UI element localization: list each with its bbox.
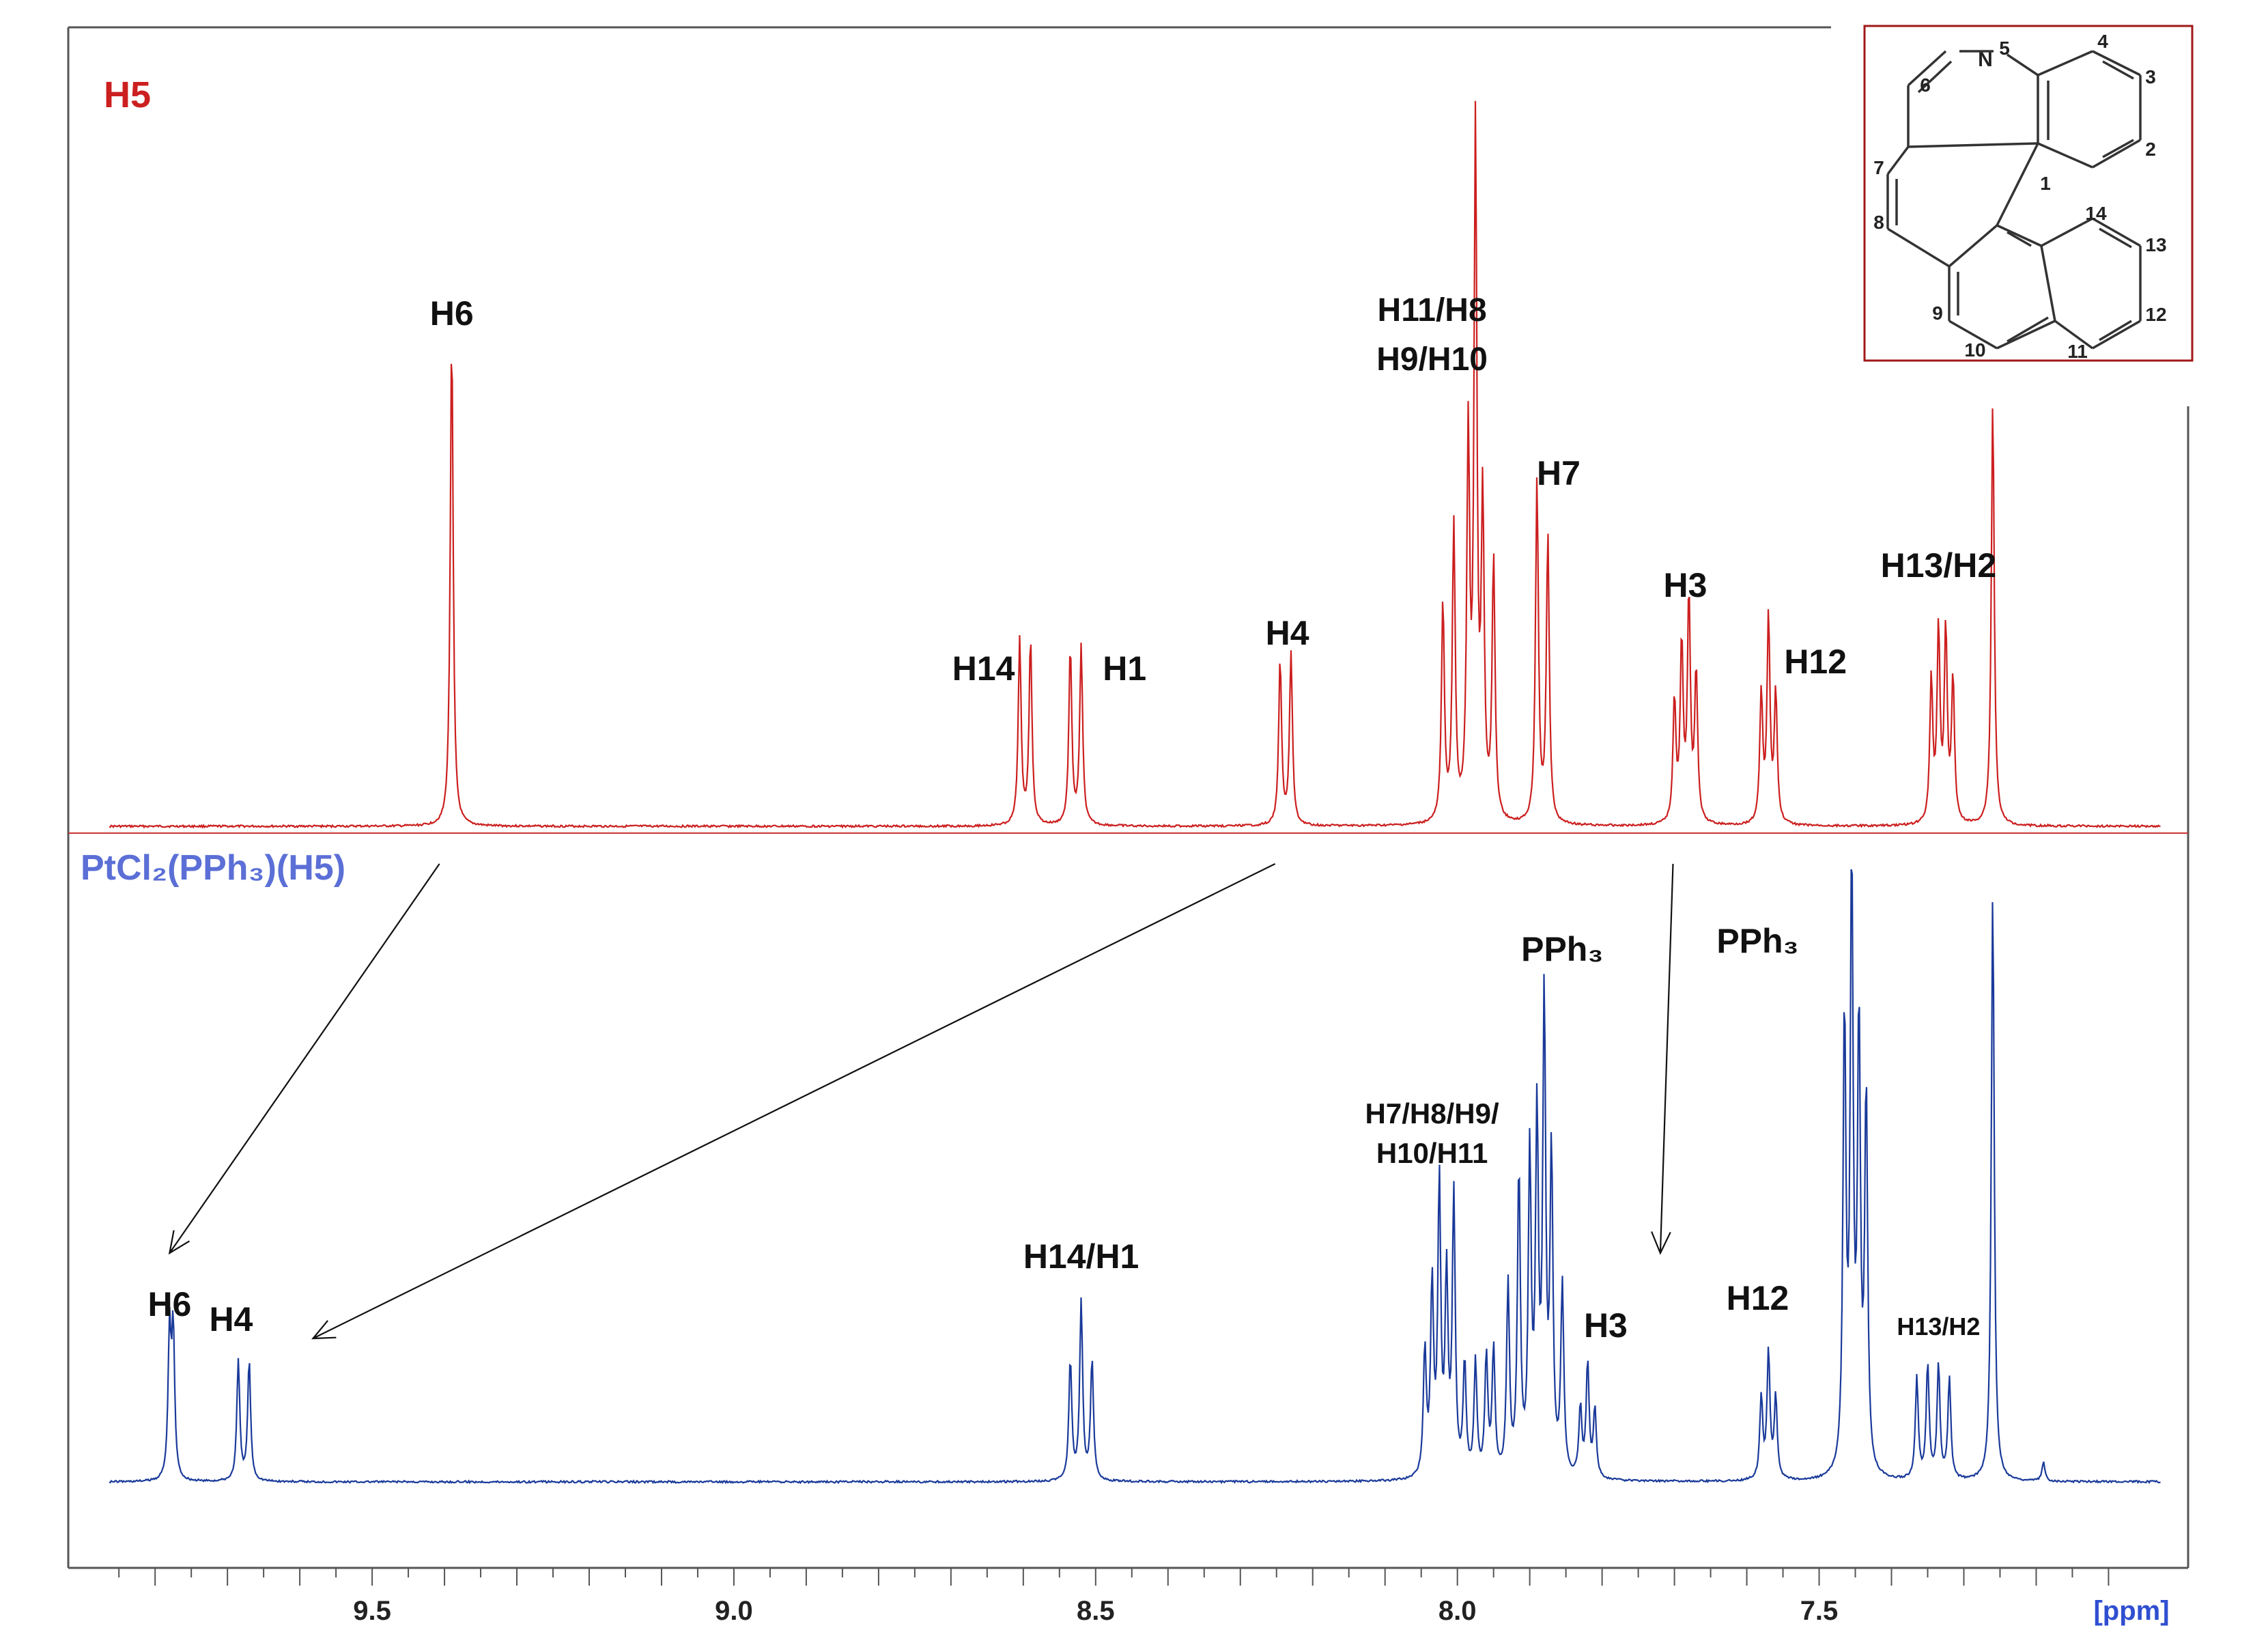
structure-bond [2007,316,2049,343]
spectrum-line-h5 [109,100,2161,829]
peak-label: H10/H11 [1376,1137,1488,1169]
structure-bond [1996,320,2056,350]
x-tick-label: 8.0 [1438,1596,1477,1626]
structure-atom-number: 8 [1873,212,1884,233]
shift-arrows [168,863,1674,1340]
x-axis-unit-label: [ppm] [2093,1596,2169,1626]
structure-bond [2041,217,2093,247]
structure-bond [2099,227,2132,249]
peak-label: H3 [1584,1306,1628,1345]
peak-label: H4 [1266,614,1309,652]
structure-atom-number: 4 [2097,31,2108,52]
structure-bond [2007,231,2032,247]
structure-bond [1886,145,1910,175]
peak-label: H11/H8 [1378,292,1487,328]
structure-atom-number: 10 [1964,339,1985,361]
structure-bond [2092,320,2141,350]
shift-arrow [312,863,1276,1339]
structure-atom-number: 14 [2085,203,2107,224]
structure-bond [2099,320,2132,341]
peak-label: H6 [430,294,474,333]
structure-bond [2054,320,2094,350]
x-tick-label: 9.0 [715,1596,753,1626]
peak-label: PPh₃ [1716,922,1798,960]
structure-atom-number: 3 [2145,66,2156,87]
peak-label: H7/H8/H9/ [1365,1097,1499,1129]
x-axis-ticks: 9.5 9.0 8.5 8.0 7.5 [118,1568,2110,1626]
structure-bond [2102,60,2134,80]
structure-bond [2102,139,2134,158]
structure-bonds [1886,50,2142,350]
peak-label: H13/H2 [1881,546,1997,585]
structure-box [1863,25,2194,362]
structure-bond [1887,227,1950,268]
structure-bond [2037,142,2093,169]
peak-label: H6 [147,1285,191,1323]
peak-labels: H6 H14 H1 H4 H11/H8 H9/H10 H7 H3 H12 H13/H2 H6 H4 H1… [147,292,1996,1345]
structure-bond [1996,143,2039,226]
plot-frame [67,26,2189,1569]
peak-label: H13/H2 [1897,1312,1980,1340]
structure-atom-number: 9 [1932,303,1943,324]
peak-label: H14/H1 [1023,1237,1139,1276]
structure-bond [2037,50,2093,76]
structure-atom-number: 2 [2145,139,2156,160]
series-name-complex: PtCl₂(PPh₃)(H5) [81,848,345,888]
structure-bond [2040,245,2056,322]
shift-arrow-head [1651,1231,1671,1255]
peak-label: H7 [1537,454,1580,492]
peak-label: H3 [1664,566,1707,604]
structure-bond [1907,50,1947,87]
peak-label: H14 [952,649,1015,688]
shift-arrow-head [168,1230,190,1255]
structure-bond [2092,50,2141,76]
spectrum-line-complex [109,869,2161,1485]
peak-label: H12 [1784,643,1847,681]
structure-atom-number: 11 [2067,341,2088,362]
structure-atom-number: 6 [1920,74,1931,96]
x-tick-label: 9.5 [353,1596,391,1626]
structure-atom-number: 7 [1873,157,1884,178]
structure-bond [2092,217,2141,247]
peak-label: H4 [209,1300,253,1338]
structure-bond [1908,142,2039,148]
peak-label: H9/H10 [1376,341,1488,378]
peak-label: H1 [1103,649,1146,688]
structure-bond [1948,224,1998,268]
structure-atom-number: 12 [2145,304,2166,325]
structure-nitrogen-label: N [1978,48,1993,71]
structure-bond [1948,320,1998,350]
structure-bond [1996,224,2042,247]
series-name-h5: H5 [104,74,151,115]
structure-bond [2092,139,2141,169]
shift-arrow [169,863,440,1254]
structure-bond [2007,53,2039,76]
x-tick-label: 7.5 [1800,1596,1839,1626]
structure-bond [1917,60,1953,94]
x-tick-label: 8.5 [1077,1596,1115,1626]
structure-atom-number: 5 [1999,38,2010,59]
structure-atom-number: 13 [2145,234,2166,255]
structure-atom-number: 1 [2040,173,2051,194]
peak-label: PPh₃ [1521,930,1603,968]
shift-arrow-head [311,1320,337,1340]
shift-arrow [1659,863,1674,1254]
peak-label: H12 [1727,1279,1789,1317]
